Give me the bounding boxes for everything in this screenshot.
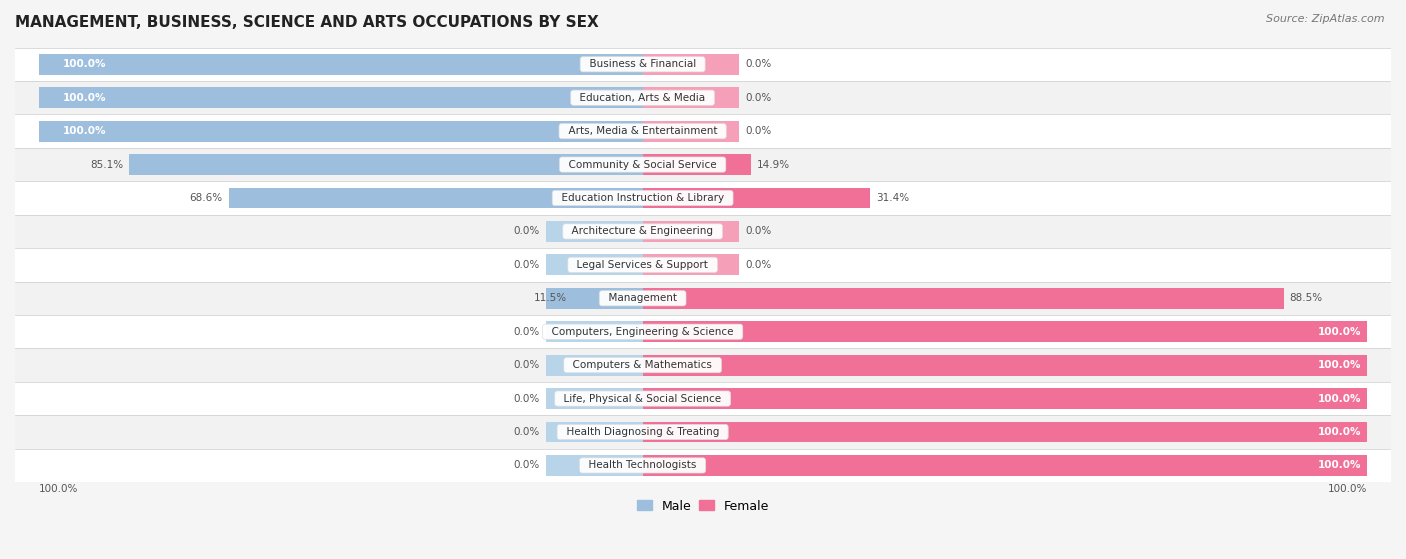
Bar <box>643 154 740 175</box>
Text: Life, Physical & Social Science: Life, Physical & Social Science <box>557 394 728 404</box>
Text: Architecture & Engineering: Architecture & Engineering <box>565 226 720 236</box>
Text: 100.0%: 100.0% <box>1317 427 1361 437</box>
Bar <box>643 288 1284 309</box>
Bar <box>546 221 643 242</box>
Bar <box>15 81 1391 115</box>
Bar <box>546 54 643 75</box>
Text: 100.0%: 100.0% <box>1317 461 1361 471</box>
Text: 100.0%: 100.0% <box>39 485 79 495</box>
Bar <box>643 421 740 442</box>
Bar <box>643 188 740 209</box>
Bar <box>643 355 740 376</box>
Bar <box>643 388 740 409</box>
Bar <box>15 315 1391 348</box>
Text: 100.0%: 100.0% <box>1317 360 1361 370</box>
Bar <box>15 248 1391 282</box>
Text: Management: Management <box>602 293 683 304</box>
Bar <box>643 321 740 342</box>
Bar <box>643 221 740 242</box>
Bar <box>643 121 740 141</box>
Bar <box>546 421 643 442</box>
Bar <box>574 288 643 309</box>
Bar <box>643 154 751 175</box>
Text: Community & Social Service: Community & Social Service <box>562 159 723 169</box>
Bar <box>643 421 1367 442</box>
Bar <box>546 288 643 309</box>
Bar <box>643 54 740 75</box>
Bar <box>546 87 643 108</box>
Bar <box>15 215 1391 248</box>
Text: 0.0%: 0.0% <box>745 126 772 136</box>
Text: 0.0%: 0.0% <box>513 394 540 404</box>
Text: Computers, Engineering & Science: Computers, Engineering & Science <box>546 326 740 337</box>
Legend: Male, Female: Male, Female <box>631 495 775 518</box>
Bar <box>39 121 643 141</box>
Text: Health Diagnosing & Treating: Health Diagnosing & Treating <box>560 427 725 437</box>
Text: 11.5%: 11.5% <box>534 293 567 304</box>
Text: 88.5%: 88.5% <box>1289 293 1323 304</box>
Bar <box>546 154 643 175</box>
Text: Education, Arts & Media: Education, Arts & Media <box>574 93 711 103</box>
Bar <box>546 254 643 275</box>
Bar <box>39 87 643 108</box>
Bar <box>15 348 1391 382</box>
Text: Arts, Media & Entertainment: Arts, Media & Entertainment <box>561 126 724 136</box>
Text: 100.0%: 100.0% <box>1317 326 1361 337</box>
Bar <box>546 355 643 376</box>
Bar <box>546 455 643 476</box>
Text: 31.4%: 31.4% <box>876 193 910 203</box>
Text: 0.0%: 0.0% <box>745 260 772 270</box>
Text: Health Technologists: Health Technologists <box>582 461 703 471</box>
Text: 14.9%: 14.9% <box>756 159 790 169</box>
Bar <box>643 288 740 309</box>
Bar <box>15 382 1391 415</box>
Bar <box>643 87 740 108</box>
Bar <box>643 254 740 275</box>
Bar <box>15 282 1391 315</box>
Text: 85.1%: 85.1% <box>90 159 124 169</box>
Bar <box>15 115 1391 148</box>
Bar <box>15 181 1391 215</box>
Bar <box>546 388 643 409</box>
Text: 0.0%: 0.0% <box>513 360 540 370</box>
Text: 0.0%: 0.0% <box>513 260 540 270</box>
Text: Legal Services & Support: Legal Services & Support <box>571 260 714 270</box>
Bar <box>643 388 1367 409</box>
Text: 100.0%: 100.0% <box>1327 485 1367 495</box>
Bar <box>643 455 1367 476</box>
Bar <box>15 449 1391 482</box>
Text: 68.6%: 68.6% <box>190 193 222 203</box>
Bar <box>643 321 1367 342</box>
Text: 0.0%: 0.0% <box>513 427 540 437</box>
Text: Computers & Mathematics: Computers & Mathematics <box>567 360 718 370</box>
Text: 100.0%: 100.0% <box>1317 394 1361 404</box>
Text: 100.0%: 100.0% <box>63 59 107 69</box>
Bar <box>546 188 643 209</box>
Text: Source: ZipAtlas.com: Source: ZipAtlas.com <box>1267 14 1385 24</box>
Text: Education Instruction & Library: Education Instruction & Library <box>555 193 731 203</box>
Bar <box>643 188 870 209</box>
Bar <box>15 48 1391 81</box>
Text: 0.0%: 0.0% <box>513 461 540 471</box>
Text: 0.0%: 0.0% <box>745 93 772 103</box>
Bar <box>15 148 1391 181</box>
Text: MANAGEMENT, BUSINESS, SCIENCE AND ARTS OCCUPATIONS BY SEX: MANAGEMENT, BUSINESS, SCIENCE AND ARTS O… <box>15 15 599 30</box>
Bar <box>15 415 1391 449</box>
Bar <box>643 355 1367 376</box>
Text: 0.0%: 0.0% <box>513 226 540 236</box>
Bar <box>643 455 740 476</box>
Text: Business & Financial: Business & Financial <box>582 59 703 69</box>
Text: 100.0%: 100.0% <box>63 93 107 103</box>
Text: 0.0%: 0.0% <box>745 59 772 69</box>
Bar <box>129 154 643 175</box>
Text: 0.0%: 0.0% <box>513 326 540 337</box>
Text: 0.0%: 0.0% <box>745 226 772 236</box>
Text: 100.0%: 100.0% <box>63 126 107 136</box>
Bar <box>546 321 643 342</box>
Bar <box>546 121 643 141</box>
Bar <box>229 188 643 209</box>
Bar <box>39 54 643 75</box>
